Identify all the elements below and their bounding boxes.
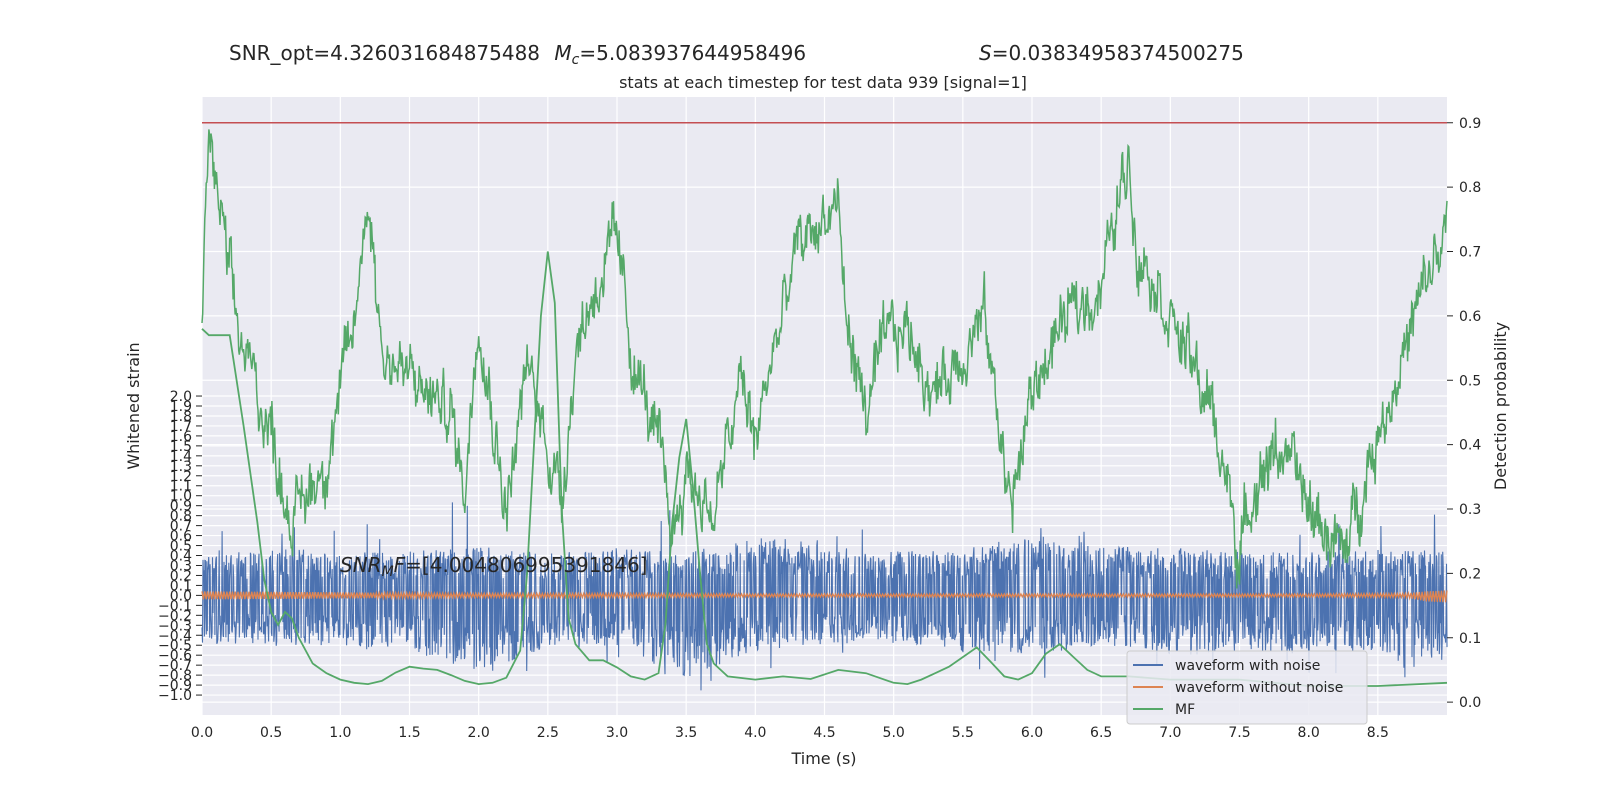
x-tick-label: 4.5	[813, 725, 835, 741]
y-left-tick-label: 0.3	[170, 558, 192, 574]
y-right-tick-label: 0.3	[1459, 502, 1481, 518]
series-mf	[201, 251, 1448, 687]
x-tick-label: 1.5	[398, 725, 420, 741]
s-value: =0.03834958374500275	[992, 41, 1244, 65]
y-left-tick-label: 0.1	[170, 578, 192, 594]
y-left-tick-label: 1.8	[170, 409, 192, 425]
y-right-tick-label: 0.8	[1459, 180, 1481, 196]
x-tick-label: 1.0	[329, 725, 351, 741]
x-tick-label: 6.5	[1090, 725, 1112, 741]
legend-label-clean: waveform without noise	[1175, 680, 1343, 696]
y-left-tick-label: −0.2	[158, 608, 192, 624]
y-left-tick-label: 1.1	[170, 479, 192, 495]
y-left-tick-label: −0.7	[158, 658, 192, 674]
y-left-tick-label: 0.9	[170, 499, 192, 515]
y-left-tick-label: 0.2	[170, 568, 192, 584]
y-right-tick-label: 0.6	[1459, 309, 1481, 325]
mc-value: =5.083937644958496	[579, 41, 806, 65]
y-left-tick-label: 0.4	[170, 549, 192, 565]
snr-mf-suffix: F	[394, 553, 406, 577]
y-right-tick-label: 0.0	[1459, 695, 1481, 711]
y-left-tick-label: −0.3	[158, 618, 192, 634]
snr-mf-symbol: SNR	[340, 553, 382, 577]
y-axis-right: 0.0 0.1 0.2 0.3 0.4 0.5 0.6 0.7 0.8 0.9	[1447, 116, 1481, 711]
y-left-tick-label: 2.0	[170, 389, 192, 405]
suptitle-s: S=0.03834958374500275	[979, 41, 1244, 65]
x-tick-label: 3.0	[606, 725, 628, 741]
suptitle: SNR_opt=4.326031684875488 Mc=5.083937644…	[229, 41, 806, 68]
x-tick-label: 8.0	[1298, 725, 1320, 741]
y-right-tick-label: 0.4	[1459, 438, 1481, 454]
y-right-tick-label: 0.5	[1459, 373, 1481, 389]
y-left-tick-label: −0.4	[158, 628, 192, 644]
snr-opt-text: SNR_opt=4.326031684875488	[229, 41, 540, 65]
x-tick-label: 3.5	[675, 725, 697, 741]
y-right-tick-label: 0.2	[1459, 566, 1481, 582]
snr-mf-subscript: M	[382, 564, 394, 580]
x-tick-label: 4.0	[744, 725, 766, 741]
y-axis-left: −1.0−0.9−0.8−0.7−0.6−0.5−0.4−0.3−0.2−0.1…	[158, 389, 202, 704]
y-left-tick-label: 1.2	[170, 469, 192, 485]
mc-symbol: M	[554, 41, 571, 65]
x-tick-label: 5.5	[952, 725, 974, 741]
legend-box	[1126, 650, 1368, 725]
x-tick-label: 0.0	[191, 725, 213, 741]
y-left-tick-label: −0.5	[158, 638, 192, 654]
y-left-tick-label: 1.6	[170, 429, 192, 445]
snr-mf-annotation: SNRMF=[4.004806995391846]	[340, 553, 648, 580]
y-left-tick-label: −0.1	[158, 598, 192, 614]
y-right-tick-label: 0.7	[1459, 245, 1481, 261]
x-tick-label: 8.5	[1367, 725, 1389, 741]
y-left-tick-label: 1.9	[170, 399, 192, 415]
s-symbol: S	[979, 41, 992, 65]
y-left-tick-label: 0.5	[170, 539, 192, 555]
y-left-tick-label: −0.9	[158, 678, 192, 694]
x-axis-label: Time (s)	[790, 749, 856, 768]
chart-title: stats at each timestep for test data 939…	[619, 73, 1027, 92]
y-left-tick-label: 0.6	[170, 529, 192, 545]
y-right-tick-label: 0.9	[1459, 116, 1481, 132]
x-tick-label: 5.0	[883, 725, 905, 741]
snr-mf-value: =[4.004806995391846]	[405, 553, 647, 577]
y-left-tick-label: 1.4	[170, 449, 192, 465]
y-left-tick-label: −0.8	[158, 668, 192, 684]
legend: waveform with noise waveform without noi…	[1126, 650, 1368, 725]
legend-label-noise: waveform with noise	[1175, 658, 1320, 674]
y-axis-left-label: Whitened strain	[124, 342, 143, 469]
y-left-tick-label: 1.0	[170, 489, 192, 505]
series-layer	[201, 129, 1448, 691]
x-tick-label: 0.5	[260, 725, 282, 741]
series-waveform-without-noise	[201, 590, 1448, 603]
legend-label-mf: MF	[1175, 702, 1195, 718]
y-left-tick-label: 0.0	[170, 588, 192, 604]
mc-subscript: c	[572, 52, 580, 68]
y-left-tick-label: −1.0	[158, 688, 192, 704]
y-left-tick-label: 1.5	[170, 439, 192, 455]
x-axis: 0.0 0.5 1.0 1.5 2.0 2.5 3.0 3.5 4.0 4.5 5.0 5.5 6.0 6…	[191, 725, 1389, 741]
y-left-tick-label: 1.7	[170, 419, 192, 435]
x-tick-label: 2.5	[537, 725, 559, 741]
x-tick-label: 7.0	[1159, 725, 1181, 741]
y-left-tick-label: 0.7	[170, 519, 192, 535]
x-tick-label: 6.0	[1021, 725, 1043, 741]
y-left-tick-label: −0.6	[158, 648, 192, 664]
series-detection-probability	[201, 129, 1448, 589]
x-tick-label: 2.0	[468, 725, 490, 741]
x-tick-label: 7.5	[1228, 725, 1250, 741]
y-right-tick-label: 0.1	[1459, 631, 1481, 647]
y-axis-right-label: Detection probability	[1491, 322, 1510, 490]
y-left-tick-label: 0.8	[170, 509, 192, 525]
y-left-tick-label: 1.3	[170, 459, 192, 475]
